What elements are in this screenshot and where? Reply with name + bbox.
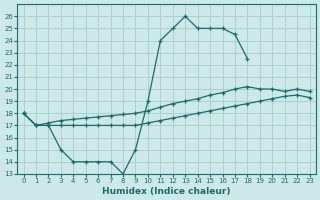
X-axis label: Humidex (Indice chaleur): Humidex (Indice chaleur) — [102, 187, 231, 196]
